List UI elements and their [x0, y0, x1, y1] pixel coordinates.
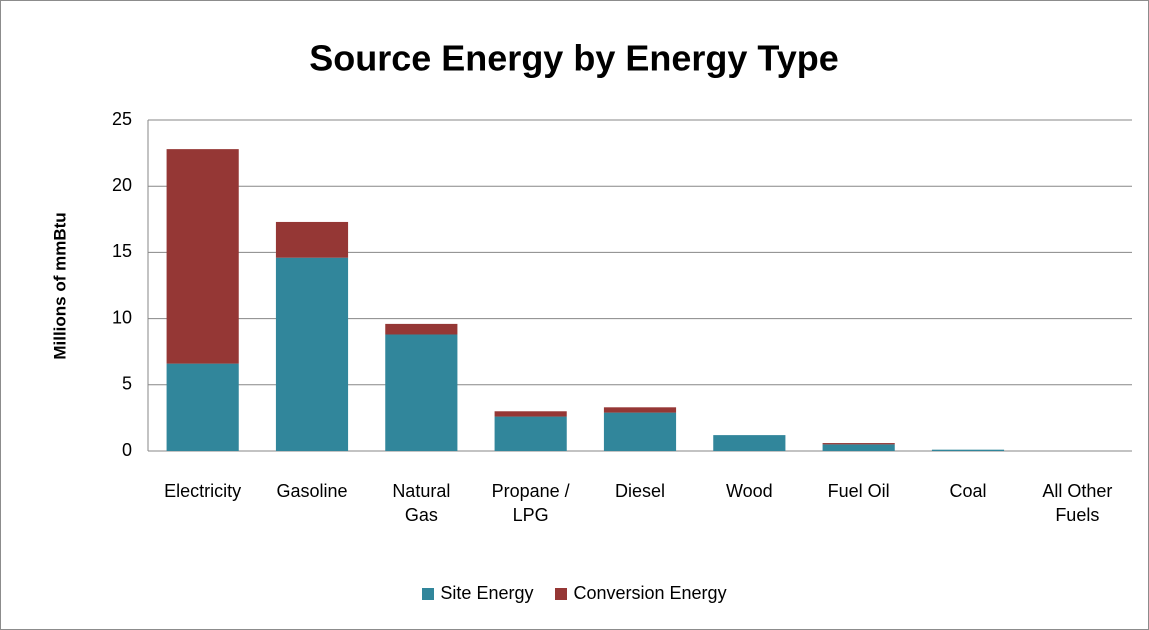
legend-swatch	[555, 587, 568, 600]
y-tick-label: 10	[112, 307, 132, 327]
y-tick-label: 0	[122, 440, 132, 460]
x-tick-label: Wood	[725, 481, 773, 501]
bar-segment	[822, 443, 895, 445]
legend-item: Site Energy	[422, 583, 533, 604]
bar-segment	[385, 323, 458, 335]
legend: Site Energy Conversion Energy	[1, 583, 1148, 604]
bar-segment	[931, 449, 1005, 451]
bar-segment	[166, 149, 239, 364]
legend-label: Site Energy	[440, 583, 534, 603]
y-tick-label: 25	[112, 109, 132, 129]
bar-segment	[494, 411, 567, 417]
chart-title: Source Energy by Energy Type	[309, 38, 839, 79]
y-tick-label: 15	[112, 241, 132, 261]
bar-segment	[275, 257, 349, 451]
x-tick-label: Coal	[949, 481, 987, 501]
x-tick-label: Gasoline	[276, 481, 348, 501]
bar-segment	[275, 221, 349, 258]
y-tick-label: 5	[122, 374, 132, 394]
x-tick-label: All Other Fuels	[1042, 481, 1113, 525]
x-tick-label: Fuel Oil	[827, 481, 890, 501]
x-tick-label: Propane / LPG	[491, 481, 570, 525]
x-tick-label: Diesel	[614, 481, 666, 501]
legend-swatch	[422, 587, 435, 600]
bar-segment	[385, 334, 458, 451]
bar-segment	[713, 435, 786, 451]
bar-segment	[603, 412, 677, 451]
legend-label: Conversion Energy	[573, 583, 727, 603]
bar-segment	[494, 416, 567, 451]
bar-segment	[822, 444, 895, 451]
y-axis-label: Millions of mmBtu	[50, 212, 69, 359]
bar-segment	[603, 407, 677, 413]
bar-segment	[166, 363, 239, 451]
y-tick-label: 20	[112, 175, 132, 195]
legend-item: Conversion Energy	[555, 583, 727, 604]
x-tick-label: Natural Gas	[392, 481, 451, 525]
x-tick-label: Electricity	[164, 481, 242, 501]
